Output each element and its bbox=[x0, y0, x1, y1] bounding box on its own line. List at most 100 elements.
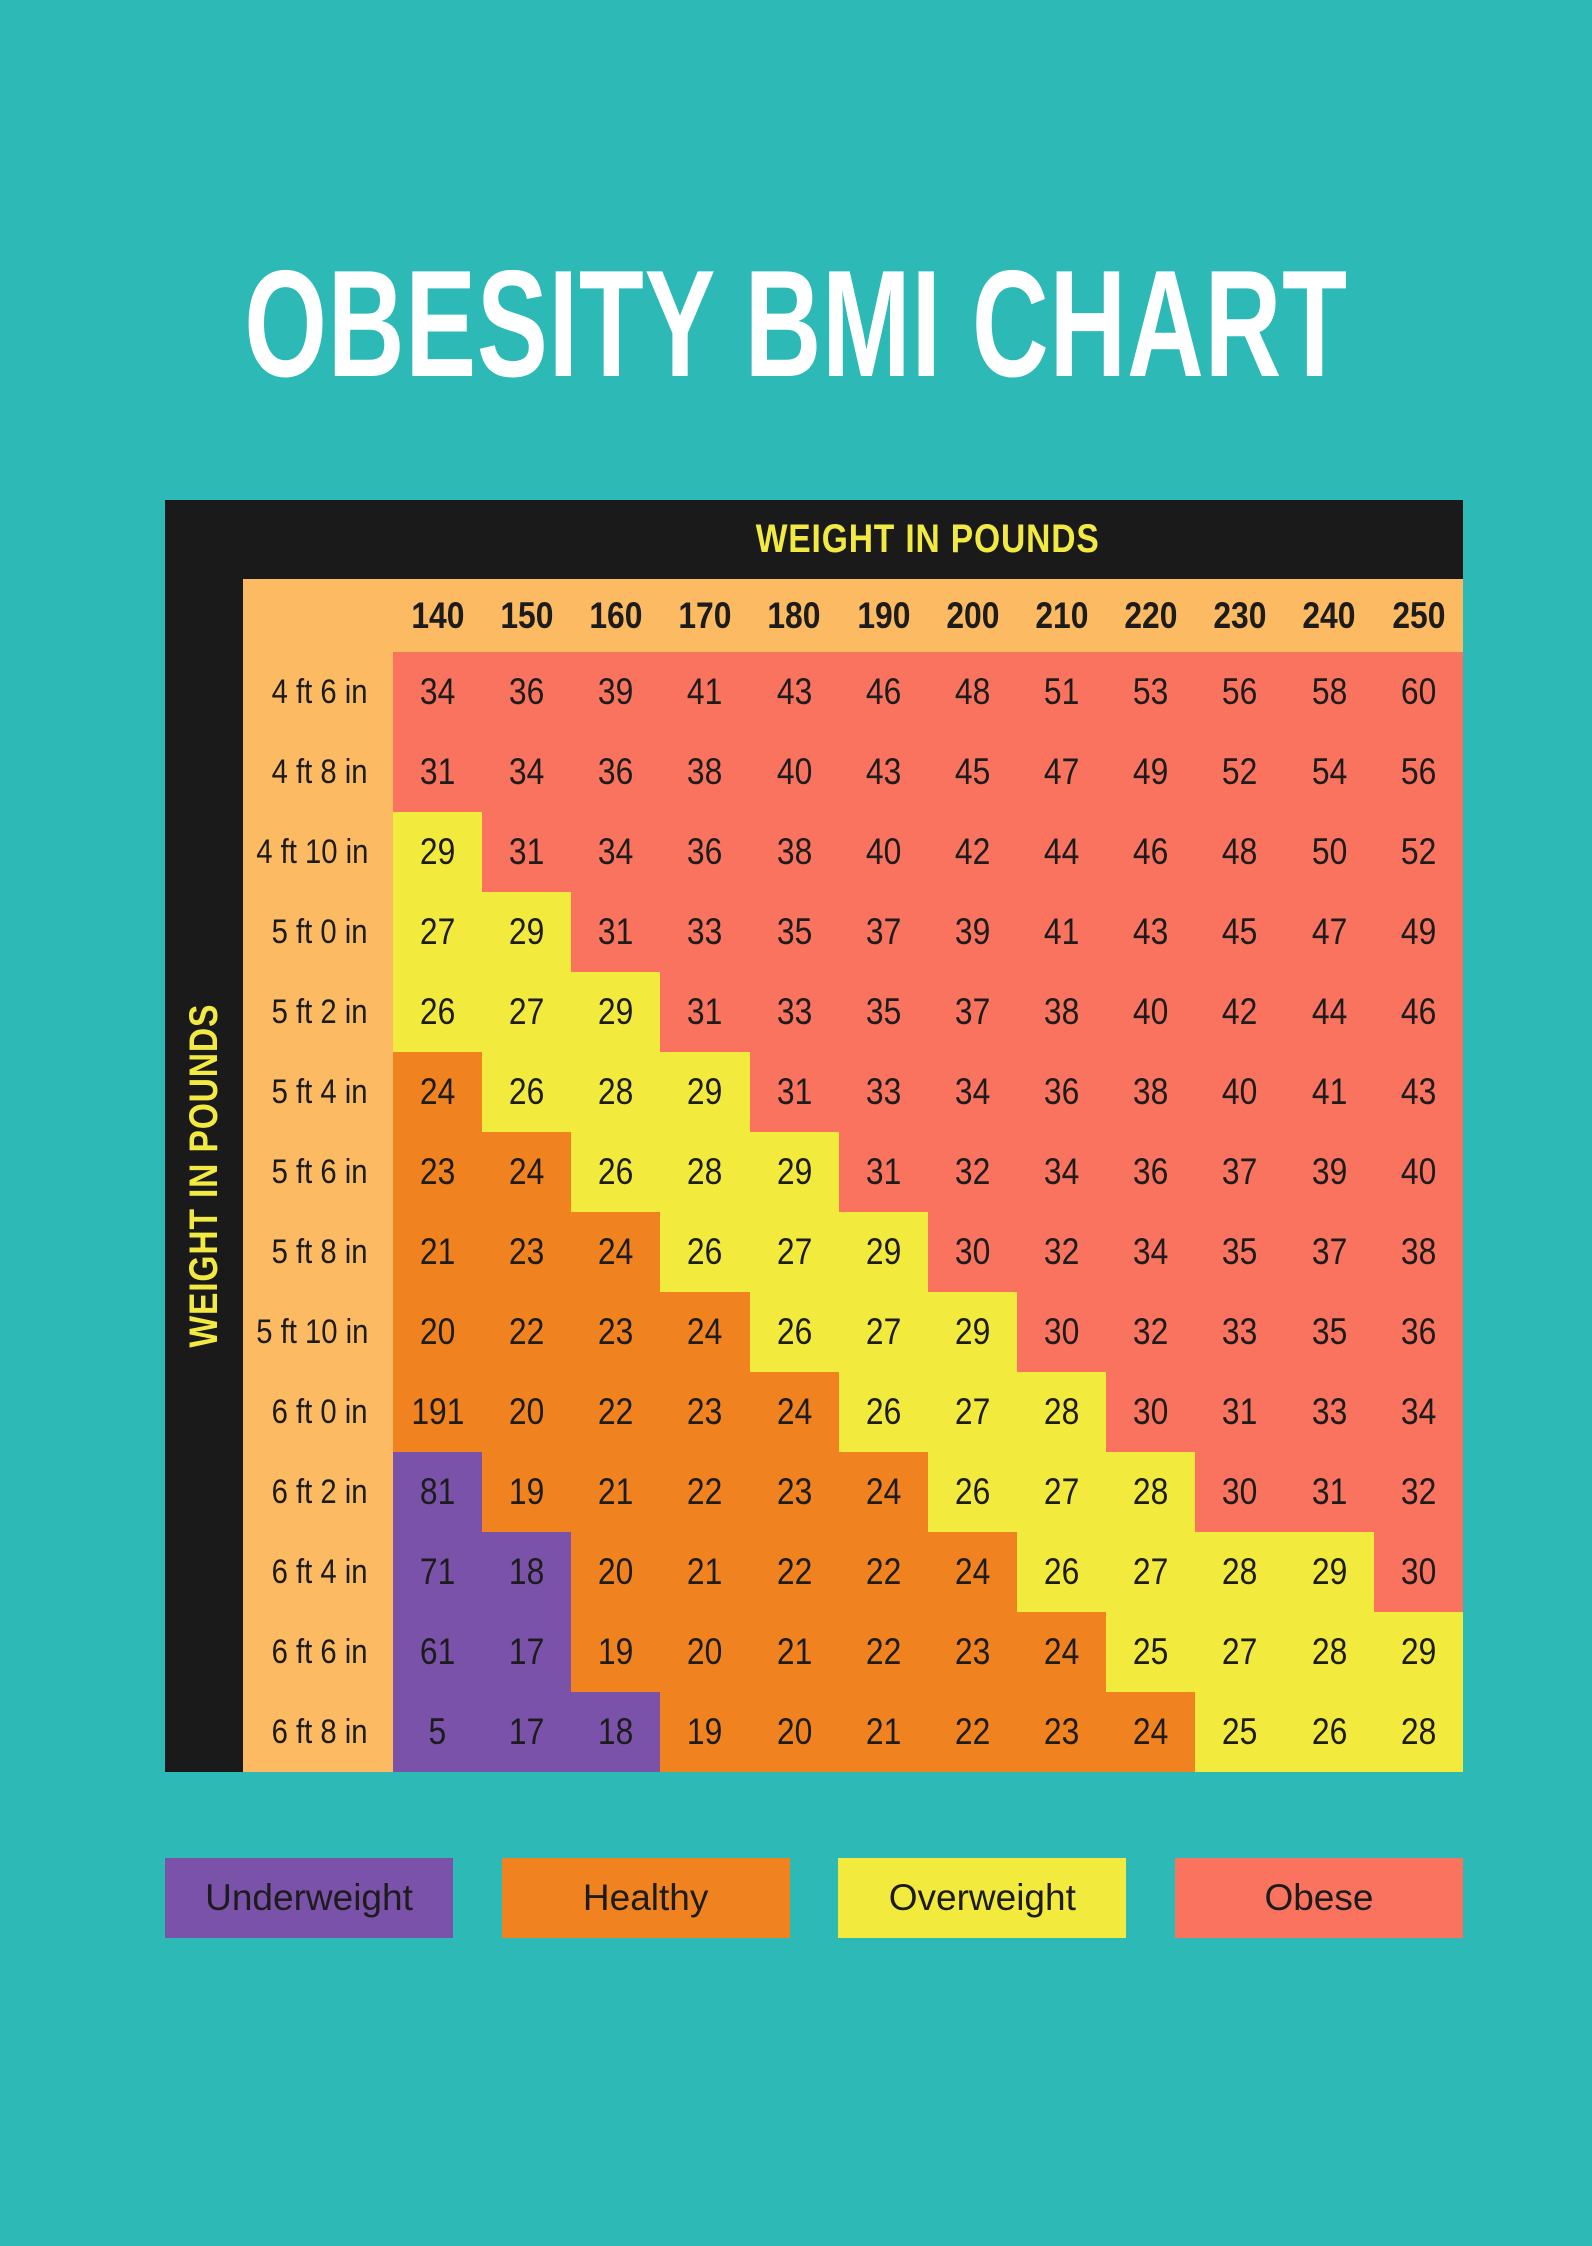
left-axis-band: WEIGHT IN POUNDS bbox=[165, 579, 243, 1772]
bmi-cell: 29 bbox=[660, 1052, 750, 1132]
weight-header: 170 bbox=[660, 579, 750, 652]
height-label: 5 ft 0 in bbox=[243, 892, 393, 972]
height-label: 5 ft 8 in bbox=[243, 1212, 393, 1292]
bmi-cell: 40 bbox=[749, 732, 839, 812]
bmi-cell: 20 bbox=[482, 1372, 572, 1452]
bmi-cell: 29 bbox=[927, 1292, 1018, 1372]
bmi-cell: 28 bbox=[1106, 1452, 1196, 1532]
bmi-cell: 47 bbox=[1017, 732, 1107, 812]
bmi-cell: 31 bbox=[571, 892, 661, 972]
bmi-cell: 18 bbox=[482, 1532, 572, 1612]
bmi-cell: 36 bbox=[1017, 1052, 1107, 1132]
bmi-cell: 53 bbox=[1106, 652, 1196, 732]
bmi-cell: 26 bbox=[1284, 1692, 1374, 1772]
bmi-cell: 32 bbox=[1106, 1292, 1196, 1372]
bmi-cell: 33 bbox=[749, 972, 839, 1052]
bmi-cell: 34 bbox=[571, 812, 661, 892]
bmi-cell: 27 bbox=[749, 1212, 839, 1292]
bmi-cell: 33 bbox=[660, 892, 750, 972]
bmi-cell: 46 bbox=[1373, 972, 1463, 1052]
bmi-cell: 29 bbox=[749, 1132, 839, 1212]
bmi-cell: 21 bbox=[749, 1612, 839, 1692]
bmi-cell: 34 bbox=[393, 652, 483, 732]
bmi-cell: 29 bbox=[482, 892, 572, 972]
bmi-cell: 26 bbox=[393, 972, 483, 1052]
bmi-cell: 27 bbox=[927, 1372, 1018, 1452]
bmi-cell: 26 bbox=[749, 1292, 839, 1372]
legend-item-obese: Obese bbox=[1174, 1858, 1463, 1938]
weight-header: 210 bbox=[1017, 579, 1107, 652]
bmi-cell: 28 bbox=[571, 1052, 661, 1132]
bmi-cell: 34 bbox=[482, 732, 572, 812]
bmi-cell: 35 bbox=[1195, 1212, 1285, 1292]
bmi-cell: 20 bbox=[571, 1532, 661, 1612]
bmi-cell: 24 bbox=[1017, 1612, 1107, 1692]
height-label: 6 ft 2 in bbox=[243, 1452, 393, 1532]
bmi-cell: 42 bbox=[1195, 972, 1285, 1052]
bmi-cell: 28 bbox=[1373, 1692, 1463, 1772]
bmi-cell: 45 bbox=[1195, 892, 1285, 972]
bmi-cell: 38 bbox=[1106, 1052, 1196, 1132]
bmi-cell: 31 bbox=[1195, 1372, 1285, 1452]
bmi-cell: 26 bbox=[838, 1372, 928, 1452]
bmi-cell: 29 bbox=[571, 972, 661, 1052]
bmi-cell: 19 bbox=[482, 1452, 572, 1532]
bmi-cell: 37 bbox=[927, 972, 1018, 1052]
bmi-cell: 19 bbox=[571, 1612, 661, 1692]
bmi-cell: 21 bbox=[393, 1212, 483, 1292]
bmi-cell: 29 bbox=[838, 1212, 928, 1292]
weight-header: 230 bbox=[1195, 579, 1285, 652]
bmi-cell: 36 bbox=[571, 732, 661, 812]
bmi-cell: 27 bbox=[1195, 1612, 1285, 1692]
bmi-cell: 60 bbox=[1373, 652, 1463, 732]
height-label: 4 ft 10 in bbox=[243, 812, 393, 892]
bmi-cell: 56 bbox=[1195, 652, 1285, 732]
weight-header: 160 bbox=[571, 579, 661, 652]
bmi-cell: 33 bbox=[838, 1052, 928, 1132]
bmi-cell: 42 bbox=[927, 812, 1018, 892]
bmi-cell: 34 bbox=[1373, 1372, 1463, 1452]
height-label: 6 ft 8 in bbox=[243, 1692, 393, 1772]
bmi-cell: 38 bbox=[749, 812, 839, 892]
bmi-cell: 17 bbox=[482, 1612, 572, 1692]
legend-item-healthy: Healthy bbox=[501, 1858, 790, 1938]
bmi-cell: 44 bbox=[1017, 812, 1107, 892]
bmi-cell: 47 bbox=[1284, 892, 1374, 972]
bmi-cell: 25 bbox=[1195, 1692, 1285, 1772]
bmi-table: WEIGHT IN POUNDS WEIGHT IN POUNDS 140 150… bbox=[165, 500, 1463, 1772]
bmi-cell: 26 bbox=[571, 1132, 661, 1212]
bmi-cell: 27 bbox=[1106, 1532, 1196, 1612]
bmi-cell: 30 bbox=[1195, 1452, 1285, 1532]
bmi-cell: 23 bbox=[393, 1132, 483, 1212]
bmi-cell: 45 bbox=[927, 732, 1018, 812]
bmi-cell: 27 bbox=[838, 1292, 928, 1372]
bmi-cell: 36 bbox=[1106, 1132, 1196, 1212]
bmi-cell: 26 bbox=[660, 1212, 750, 1292]
bmi-cell: 51 bbox=[1017, 652, 1107, 732]
height-label: 5 ft 6 in bbox=[243, 1132, 393, 1212]
bmi-cell: 19 bbox=[660, 1692, 750, 1772]
bmi-cell: 22 bbox=[749, 1532, 839, 1612]
bmi-cell: 18 bbox=[571, 1692, 661, 1772]
left-axis-label: WEIGHT IN POUNDS bbox=[181, 1003, 226, 1348]
bmi-cell: 20 bbox=[660, 1612, 750, 1692]
bmi-cell: 23 bbox=[482, 1212, 572, 1292]
grid-corner bbox=[243, 579, 393, 652]
weight-header: 200 bbox=[927, 579, 1018, 652]
bmi-cell: 37 bbox=[1284, 1212, 1374, 1292]
bmi-cell: 33 bbox=[1195, 1292, 1285, 1372]
bmi-cell: 22 bbox=[838, 1612, 928, 1692]
height-label: 6 ft 0 in bbox=[243, 1372, 393, 1452]
bmi-cell: 58 bbox=[1284, 652, 1374, 732]
bmi-cell: 27 bbox=[393, 892, 483, 972]
bmi-cell: 40 bbox=[1195, 1052, 1285, 1132]
bmi-cell: 32 bbox=[1017, 1212, 1107, 1292]
height-label: 5 ft 10 in bbox=[243, 1292, 393, 1372]
bmi-cell: 43 bbox=[838, 732, 928, 812]
bmi-cell: 46 bbox=[838, 652, 928, 732]
height-label: 5 ft 2 in bbox=[243, 972, 393, 1052]
bmi-cell: 28 bbox=[660, 1132, 750, 1212]
bmi-cell: 31 bbox=[838, 1132, 928, 1212]
bmi-cell: 30 bbox=[927, 1212, 1018, 1292]
bmi-cell: 21 bbox=[660, 1532, 750, 1612]
